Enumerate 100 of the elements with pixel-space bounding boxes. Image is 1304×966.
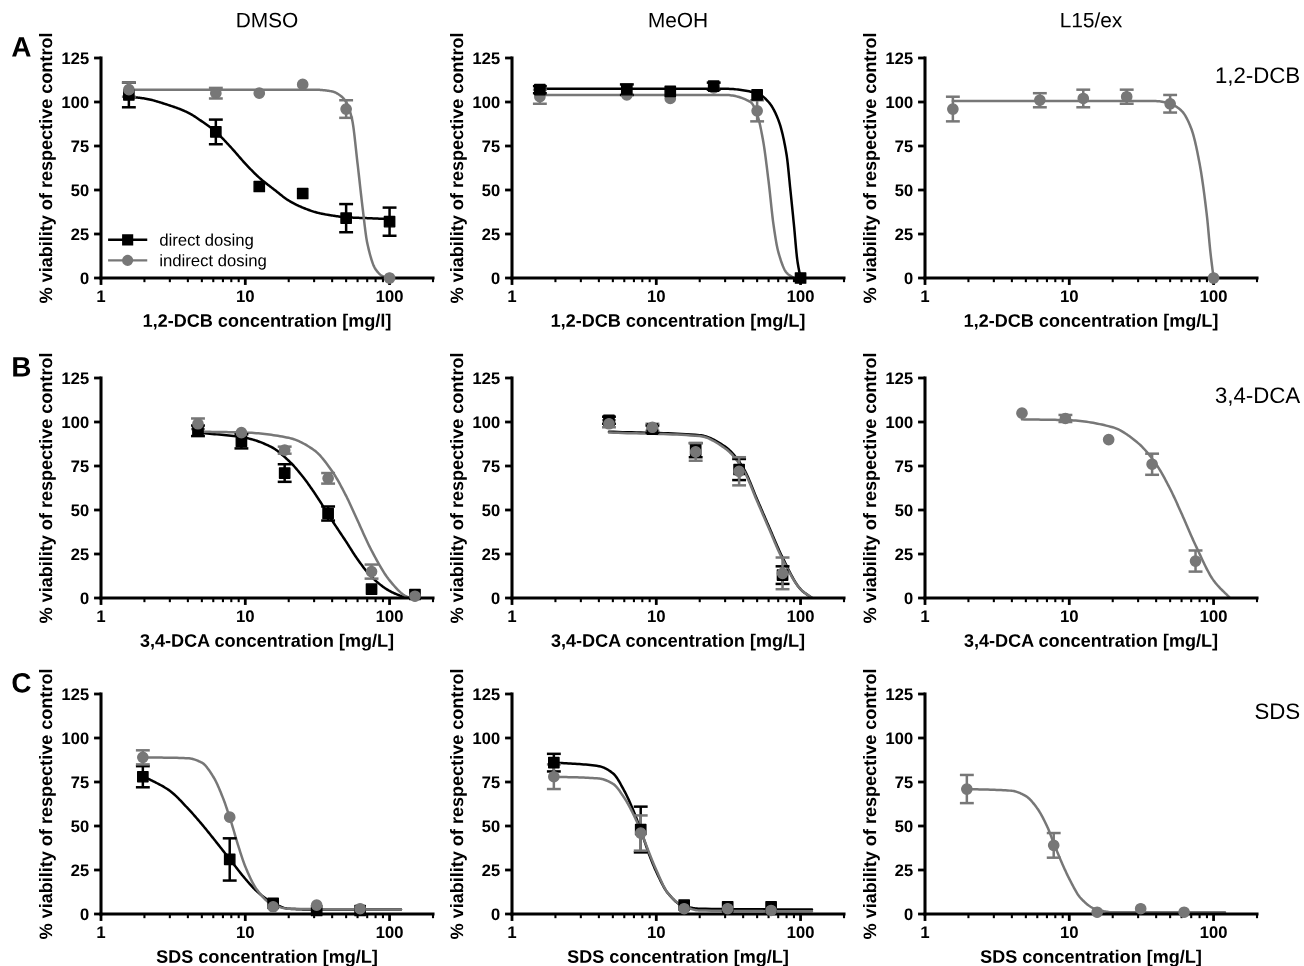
y-tick-label: 0 — [904, 272, 913, 285]
x-axis-title: 3,4-DCA concentration [mg/L] — [140, 633, 394, 651]
x-tick-label: 1 — [97, 610, 106, 622]
x-tick-label: 1 — [508, 290, 517, 302]
y-tick-label: 25 — [895, 864, 913, 877]
y-tick-label: 50 — [895, 820, 913, 833]
legend-label: indirect dosing — [160, 254, 266, 270]
y-tick-label: 75 — [482, 776, 500, 789]
y-tick-label: 100 — [473, 416, 500, 429]
y-tick-label: 75 — [482, 460, 500, 473]
x-axis-title: 3,4-DCA concentration [mg/L] — [551, 633, 805, 651]
y-axis-title: % viability of respective control — [450, 33, 467, 303]
y-tick-label: 0 — [904, 908, 913, 921]
y-tick-label: 100 — [886, 96, 913, 109]
y-tick-label: 75 — [895, 460, 913, 473]
y-tick-label: 100 — [473, 96, 500, 109]
y-axis-title: % viability of respective control — [863, 353, 880, 623]
y-tick-label: 75 — [482, 140, 500, 153]
x-tick-label: 100 — [376, 610, 403, 623]
y-tick-label: 25 — [482, 864, 500, 877]
x-axis-title: 1,2-DCB concentration [mg/L] — [964, 313, 1218, 331]
y-tick-label: 0 — [491, 592, 500, 605]
y-axis-title: % viability of respective control — [39, 33, 56, 303]
y-tick-label: 100 — [62, 96, 89, 109]
y-tick-label: 25 — [895, 548, 913, 561]
y-tick-label: 100 — [886, 416, 913, 429]
y-tick-label: 125 — [62, 372, 89, 385]
y-tick-label: 75 — [895, 776, 913, 789]
y-tick-label: 50 — [71, 820, 89, 833]
y-tick-label: 75 — [71, 776, 89, 789]
x-tick-label: 100 — [787, 290, 814, 303]
y-tick-label: 125 — [473, 688, 500, 701]
x-tick-label: 1 — [921, 290, 930, 302]
y-tick-label: 125 — [62, 688, 89, 701]
y-tick-label: 0 — [904, 592, 913, 605]
y-tick-label: 100 — [62, 416, 89, 429]
y-tick-label: 0 — [491, 908, 500, 921]
x-tick-label: 100 — [376, 290, 403, 303]
x-tick-label: 1 — [921, 610, 930, 622]
x-axis-title: SDS concentration [mg/L] — [156, 949, 377, 966]
y-axis-title: % viability of respective control — [39, 669, 56, 939]
x-tick-label: 1 — [97, 926, 106, 938]
y-tick-label: 0 — [80, 592, 89, 605]
y-tick-label: 75 — [71, 460, 89, 473]
x-tick-label: 10 — [1061, 610, 1078, 623]
text: B — [13, 357, 31, 377]
y-tick-label: 0 — [491, 272, 500, 285]
y-tick-label: 25 — [482, 228, 500, 241]
y-tick-label: 100 — [473, 732, 500, 745]
y-tick-label: 50 — [482, 184, 500, 197]
annotation: 1,2-DCB — [1216, 67, 1299, 86]
x-axis-title: SDS concentration [mg/L] — [980, 949, 1201, 966]
y-tick-label: 125 — [62, 52, 89, 65]
y-axis-title: % viability of respective control — [39, 353, 56, 623]
x-tick-label: 10 — [648, 290, 665, 303]
x-axis-title: SDS concentration [mg/L] — [567, 949, 788, 966]
x-tick-label: 10 — [237, 610, 254, 623]
y-tick-label: 50 — [71, 184, 89, 197]
y-tick-label: 25 — [71, 228, 89, 241]
x-axis-title: 1,2-DCB concentration [mg/L] — [551, 313, 805, 331]
y-axis-title: % viability of respective control — [450, 353, 467, 623]
y-axis-title: % viability of respective control — [450, 669, 467, 939]
y-tick-label: 0 — [80, 908, 89, 921]
text: A — [12, 37, 31, 57]
y-tick-label: 50 — [482, 820, 500, 833]
chart-title: DMSO — [237, 12, 298, 28]
y-tick-label: 0 — [80, 272, 89, 285]
y-tick-label: 125 — [886, 52, 913, 65]
x-tick-label: 10 — [1061, 926, 1078, 939]
y-tick-label: 125 — [473, 372, 500, 385]
x-tick-label: 100 — [1200, 610, 1227, 623]
y-tick-label: 50 — [895, 504, 913, 517]
text: C — [12, 672, 31, 693]
y-tick-label: 125 — [473, 52, 500, 65]
x-tick-label: 100 — [1200, 290, 1227, 303]
x-tick-label: 100 — [376, 926, 403, 939]
annotation: SDS — [1255, 703, 1300, 720]
y-tick-label: 50 — [895, 184, 913, 197]
x-tick-label: 1 — [508, 926, 517, 938]
chart-title: MeOH — [649, 12, 707, 28]
x-tick-label: 10 — [237, 290, 254, 303]
y-tick-label: 25 — [71, 548, 89, 561]
y-tick-label: 25 — [71, 864, 89, 877]
x-tick-label: 10 — [648, 926, 665, 939]
x-tick-label: 1 — [97, 290, 106, 302]
x-tick-label: 100 — [787, 926, 814, 939]
y-axis-title: % viability of respective control — [863, 33, 880, 303]
x-tick-label: 10 — [648, 610, 665, 623]
y-tick-label: 125 — [886, 372, 913, 385]
x-axis-title: 3,4-DCA concentration [mg/L] — [964, 633, 1218, 651]
y-tick-label: 100 — [62, 732, 89, 745]
y-tick-label: 125 — [886, 688, 913, 701]
y-tick-label: 50 — [71, 504, 89, 517]
chart-title: L15/ex — [1061, 12, 1123, 28]
y-tick-label: 50 — [482, 504, 500, 517]
x-tick-label: 1 — [921, 926, 930, 938]
x-tick-label: 10 — [237, 926, 254, 939]
y-axis-title: % viability of respective control — [863, 669, 880, 939]
x-axis-title: 1,2-DCB concentration [mg/l] — [143, 313, 391, 331]
y-tick-label: 75 — [895, 140, 913, 153]
